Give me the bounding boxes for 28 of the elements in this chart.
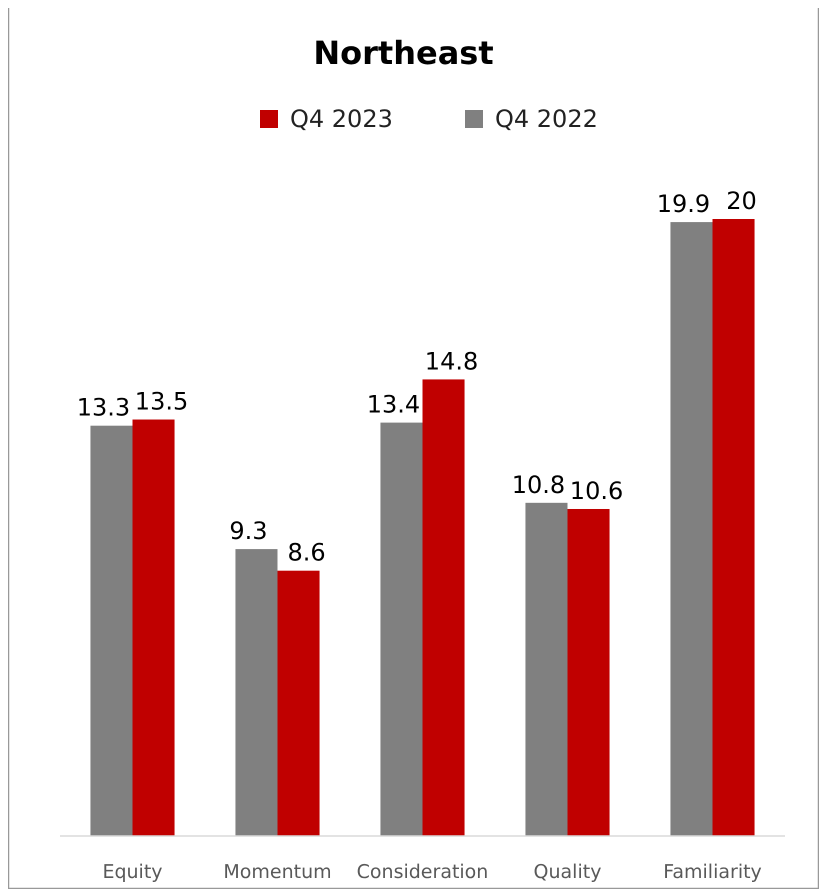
bar [422, 379, 465, 836]
data-label: 13.3 [76, 394, 130, 422]
data-label: 20 [726, 187, 757, 215]
x-tick-label: Quality [534, 861, 602, 883]
bar [278, 570, 320, 836]
data-label: 9.3 [229, 517, 268, 546]
chart-title: Northeast [313, 34, 494, 72]
bar [568, 508, 610, 836]
x-tick-label: Familiarity [663, 861, 762, 883]
data-label: 13.4 [366, 390, 420, 419]
data-label: 10.8 [512, 470, 566, 499]
data-label: 10.6 [570, 476, 624, 505]
legend-label: Q4 2022 [495, 105, 598, 133]
x-tick-label: Momentum [223, 861, 332, 883]
bar [525, 502, 568, 836]
data-label: 19.9 [656, 190, 710, 218]
bar [90, 426, 132, 836]
bar [380, 422, 422, 836]
data-label: 14.8 [424, 347, 478, 376]
data-label: 13.5 [134, 388, 188, 416]
x-tick-label: Consideration [356, 861, 488, 883]
bar [132, 420, 175, 836]
data-label: 8.6 [287, 538, 326, 567]
bar [712, 219, 755, 836]
x-tick-label: Equity [102, 861, 163, 883]
bar [235, 549, 278, 836]
legend-label: Q4 2023 [290, 105, 393, 133]
bar [670, 222, 712, 836]
